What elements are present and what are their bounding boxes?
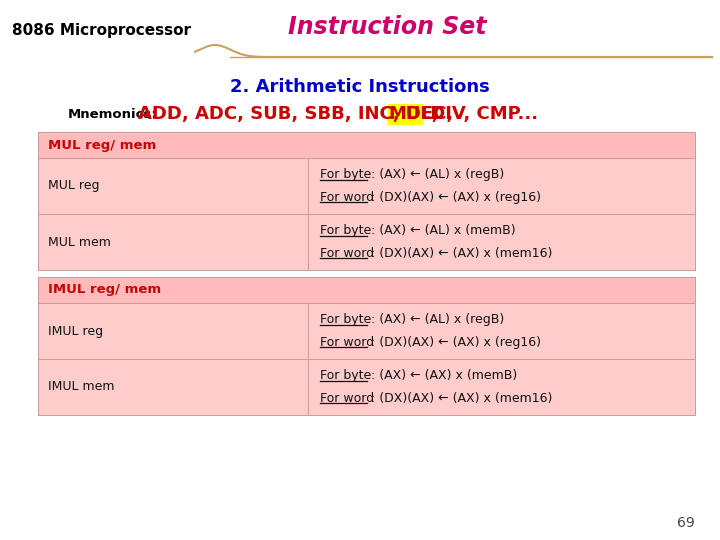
Text: : (AX) ← (AL) x (regB): : (AX) ← (AL) x (regB) bbox=[366, 168, 504, 181]
Bar bbox=[387, 104, 423, 125]
Text: For byte: For byte bbox=[320, 168, 372, 181]
Text: IMUL reg: IMUL reg bbox=[48, 325, 103, 338]
Text: For word: For word bbox=[320, 191, 374, 204]
Text: MUL reg/ mem: MUL reg/ mem bbox=[48, 138, 156, 152]
Text: 2. Arithmetic Instructions: 2. Arithmetic Instructions bbox=[230, 78, 490, 96]
Bar bbox=[38, 158, 695, 214]
Text: : (DX)(AX) ← (AX) x (reg16): : (DX)(AX) ← (AX) x (reg16) bbox=[366, 336, 541, 349]
Bar bbox=[38, 277, 695, 303]
Text: For byte: For byte bbox=[320, 224, 372, 237]
Text: MUL mem: MUL mem bbox=[48, 235, 111, 248]
Bar bbox=[38, 359, 695, 415]
Text: MUL reg: MUL reg bbox=[48, 179, 99, 192]
Bar bbox=[38, 303, 695, 359]
Text: 69: 69 bbox=[678, 516, 695, 530]
Bar bbox=[38, 132, 695, 158]
Text: : (AX) ← (AL) x (regB): : (AX) ← (AL) x (regB) bbox=[366, 313, 504, 326]
Text: Instruction Set: Instruction Set bbox=[288, 15, 487, 39]
Text: ADD, ADC, SUB, SBB, INC, DEC,: ADD, ADC, SUB, SBB, INC, DEC, bbox=[138, 105, 459, 123]
Text: IMUL mem: IMUL mem bbox=[48, 381, 114, 394]
Text: DIV, CMP...: DIV, CMP... bbox=[424, 105, 538, 123]
Text: For byte: For byte bbox=[320, 369, 372, 382]
Text: Mnemonics:: Mnemonics: bbox=[68, 107, 158, 120]
Text: : (DX)(AX) ← (AX) x (mem16): : (DX)(AX) ← (AX) x (mem16) bbox=[366, 247, 552, 260]
Text: : (DX)(AX) ← (AX) x (reg16): : (DX)(AX) ← (AX) x (reg16) bbox=[366, 191, 541, 204]
Bar bbox=[38, 214, 695, 270]
Text: IMUL reg/ mem: IMUL reg/ mem bbox=[48, 284, 161, 296]
Text: For byte: For byte bbox=[320, 313, 372, 326]
Text: : (DX)(AX) ← (AX) x (mem16): : (DX)(AX) ← (AX) x (mem16) bbox=[366, 392, 552, 404]
Text: MUL,: MUL, bbox=[389, 105, 439, 123]
Text: : (AX) ← (AL) x (memB): : (AX) ← (AL) x (memB) bbox=[366, 224, 516, 237]
Text: For word: For word bbox=[320, 336, 374, 349]
Text: 8086 Microprocessor: 8086 Microprocessor bbox=[12, 23, 191, 37]
Text: For word: For word bbox=[320, 392, 374, 404]
Text: For word: For word bbox=[320, 247, 374, 260]
Text: : (AX) ← (AX) x (memB): : (AX) ← (AX) x (memB) bbox=[366, 369, 517, 382]
